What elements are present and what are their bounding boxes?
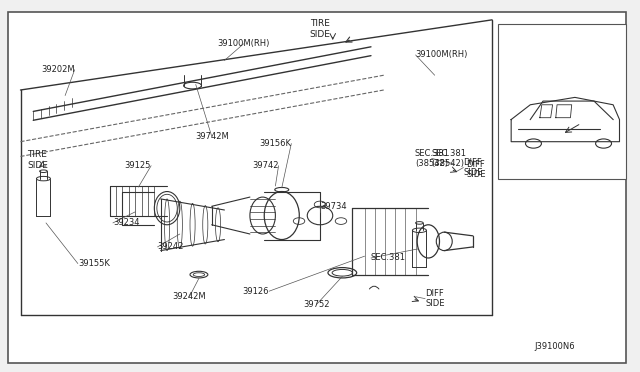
Text: 39126: 39126 (243, 287, 269, 296)
Text: 39100M(RH): 39100M(RH) (218, 39, 269, 48)
Text: SEC.381: SEC.381 (371, 253, 406, 263)
Text: 39234: 39234 (113, 218, 140, 227)
Text: 39100M(RH): 39100M(RH) (415, 51, 468, 60)
FancyBboxPatch shape (8, 13, 626, 363)
Text: 39125: 39125 (125, 161, 151, 170)
Text: TIRE
SIDE: TIRE SIDE (310, 19, 330, 39)
Text: SEC.381
(38542): SEC.381 (38542) (414, 148, 449, 168)
Text: 39242: 39242 (157, 243, 184, 251)
Text: 39202M: 39202M (41, 65, 75, 74)
Text: SEC.381
(38542): SEC.381 (38542) (431, 148, 467, 168)
Text: 39742: 39742 (252, 161, 278, 170)
Text: 39156K: 39156K (259, 139, 291, 148)
Text: DIFF
SIDE: DIFF SIDE (425, 289, 445, 308)
Text: TIRE
SIDE: TIRE SIDE (27, 150, 48, 170)
FancyBboxPatch shape (499, 23, 626, 179)
Text: DIFF
SIDE: DIFF SIDE (467, 160, 486, 179)
Text: 39242M: 39242M (173, 292, 206, 301)
Text: 39155K: 39155K (78, 259, 109, 268)
Text: 39734: 39734 (320, 202, 347, 211)
Text: J39100N6: J39100N6 (534, 342, 575, 351)
Text: 39752: 39752 (303, 300, 330, 309)
Text: 39742M: 39742M (195, 132, 228, 141)
Text: DIFF
SIDE: DIFF SIDE (463, 158, 483, 177)
